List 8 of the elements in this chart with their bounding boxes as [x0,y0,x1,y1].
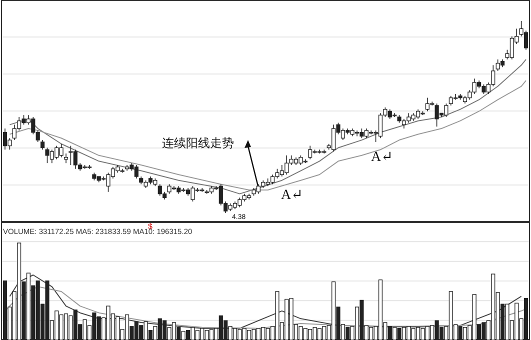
annotation: A↵ [371,150,393,165]
annotation: 连续阳线走势 [162,136,234,150]
bar [232,328,238,340]
bar [378,280,383,340]
annotation: A↵ [281,188,303,203]
bar [524,298,528,340]
bar [2,280,8,340]
text: $ [148,222,153,231]
